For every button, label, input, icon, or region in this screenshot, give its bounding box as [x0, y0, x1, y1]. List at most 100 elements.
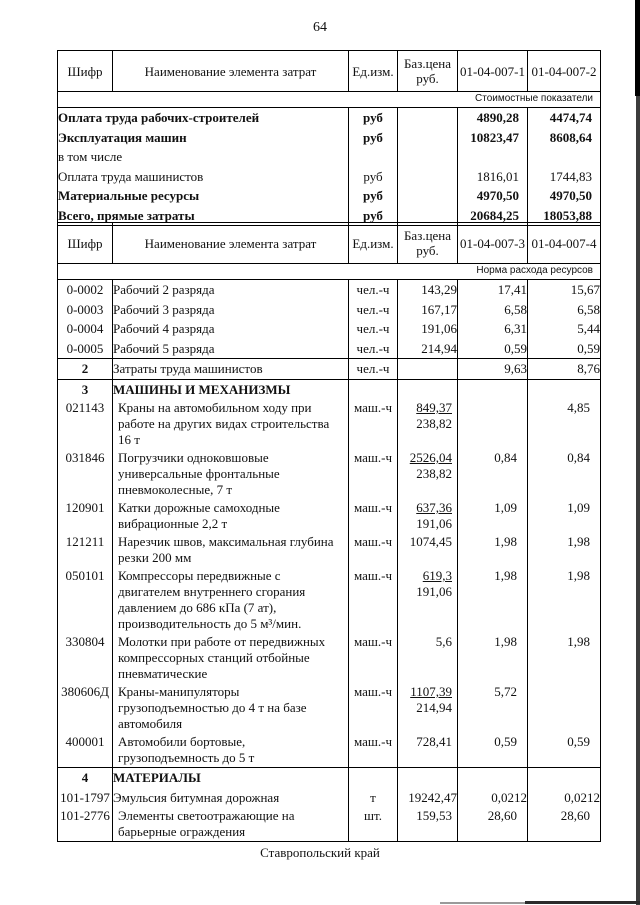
value-cell-2: 6,58: [527, 299, 601, 319]
value-cell-1: 0,59: [457, 733, 528, 768]
base-price-cell: [397, 767, 458, 788]
table-row: Оплата труда машинистов руб 1816,01 1744,83: [58, 166, 601, 186]
value-cell-1: 1,98: [457, 633, 528, 683]
base-price-cell: [397, 166, 458, 186]
value-cell-1: 9,63: [457, 358, 528, 379]
base-price-cell: 19242,47: [397, 787, 458, 807]
header-cell-2: Ед.изм.: [348, 50, 398, 92]
value-cell-1: [457, 147, 528, 167]
value-cell-2: 1,98: [527, 633, 601, 683]
code-cell: 4: [57, 767, 113, 788]
name-cell: Рабочий 3 разряда: [112, 299, 349, 319]
table-row: 4 МАТЕРИАЛЫ: [57, 767, 601, 788]
table-header-row: Шифр Наименование элемента затрат Ед.изм. Б…: [57, 222, 601, 264]
table-row: 0-0003 Рабочий 3 разряда чел.-ч 167,17 6,58 6…: [58, 299, 601, 319]
unit-cell: маш.-ч: [348, 633, 398, 683]
base-price-cell: 619,3 191,06: [397, 567, 458, 633]
base-price-cell: 143,29: [397, 279, 458, 300]
table-row: 3 МАШИНЫ И МЕХАНИЗМЫ: [57, 378, 601, 399]
name-cell: Затраты труда машинистов: [112, 358, 349, 379]
unit-cell: руб: [348, 205, 398, 226]
unit-cell: [348, 378, 398, 399]
base-price-numerator: 2526,04: [409, 450, 452, 465]
value-cell-2: 28,60: [527, 807, 601, 842]
table-row: 021143 Краны на автомобильном ходу при ра…: [58, 399, 601, 449]
cost-indicators-table: Шифр Наименование элемента затрат Ед.изм. Б…: [57, 50, 601, 226]
value-cell-2: [527, 683, 601, 733]
table-row: 121211 Нарезчик швов, максимальная глубин…: [58, 533, 601, 567]
name-cell: Элементы светоотражающие на барьерные ог…: [112, 807, 349, 842]
base-price-cell: 1107,39 214,94: [397, 683, 458, 733]
resource-consumption-table: Шифр Наименование элемента затрат Ед.изм. Б…: [57, 222, 601, 842]
value-cell-2: [527, 767, 601, 788]
base-price-cell: 1074,45: [397, 533, 458, 567]
unit-cell: маш.-ч: [348, 533, 398, 567]
name-cell: Оплата труда машинистов: [58, 168, 204, 184]
header-cell-4: 01-04-007-3: [457, 222, 528, 264]
table-row: 0-0002 Рабочий 2 разряда чел.-ч 143,29 17,41…: [58, 279, 601, 300]
table-row: Материальные ресурсы руб 4970,50 4970,50: [58, 186, 601, 206]
base-price-cell: [397, 358, 458, 379]
unit-cell: маш.-ч: [348, 449, 398, 499]
base-price-denominator: 191,06: [416, 516, 452, 531]
name-cell: Погрузчики одноковшовые универсальные фр…: [112, 449, 349, 499]
base-price-cell: [397, 186, 458, 206]
value-cell-2: [527, 147, 601, 167]
unit-cell: шт.: [348, 807, 398, 842]
base-price-cell: 159,53: [397, 807, 458, 842]
value-cell-2: 8,76: [527, 358, 601, 379]
unit-cell: чел.-ч: [348, 338, 398, 359]
cost-indicators-table-body: Шифр Наименование элемента затрат Ед.изм. Б…: [57, 50, 601, 226]
code-cell: 380606Д: [61, 684, 109, 699]
code-cell: 0-0003: [66, 301, 104, 317]
value-cell-1: [457, 767, 528, 788]
code-cell: 101-1797: [60, 789, 110, 805]
value-cell-2: 15,67: [527, 279, 601, 300]
table-header-row: Шифр Наименование элемента затрат Ед.изм. Б…: [57, 50, 601, 92]
table-row: 120901 Катки дорожные самоходные вибрацио…: [58, 499, 601, 533]
value-cell-1: 0,0212: [457, 787, 528, 807]
name-cell: Катки дорожные самоходные вибрационные 2…: [112, 499, 349, 533]
value-cell-2: 0,59: [527, 733, 601, 768]
unit-cell: руб: [348, 186, 398, 206]
header-cell-5: 01-04-007-4: [527, 222, 601, 264]
value-cell-1: 4970,50: [457, 186, 528, 206]
value-cell-1: 20684,25: [457, 205, 528, 226]
header-cell-2: Ед.изм.: [348, 222, 398, 264]
value-cell-1: 17,41: [457, 279, 528, 300]
table-row: 380606Д Краны-манипуляторы грузоподъемнос…: [58, 683, 601, 733]
base-price-cell: 637,36 191,06: [397, 499, 458, 533]
name-cell: Рабочий 2 разряда: [112, 279, 349, 300]
code-cell: 330804: [65, 634, 105, 649]
value-cell-2: 4970,50: [527, 186, 601, 206]
header-cell-3: Баз.цена руб.: [397, 50, 458, 92]
value-cell-2: 1,98: [527, 533, 601, 567]
header-cell-4: 01-04-007-1: [457, 50, 528, 92]
unit-cell: руб: [348, 127, 398, 147]
section-band-label: Стоимостные показатели: [57, 91, 601, 108]
value-cell-1: 4890,28: [457, 107, 528, 128]
code-cell: 021143: [65, 400, 105, 415]
section-band-row: Стоимостные показатели: [57, 91, 601, 108]
base-price-denominator: 214,94: [416, 700, 452, 715]
base-price-cell: [397, 205, 458, 226]
code-cell: 2: [57, 358, 113, 379]
value-cell-1: 5,72: [457, 683, 528, 733]
name-cell: Компрессоры передвижные с двигателем вну…: [112, 567, 349, 633]
value-cell-1: [457, 378, 528, 399]
base-price-cell: 214,94: [397, 338, 458, 359]
table-row: 101-1797 Эмульсия битумная дорожная т 19242…: [58, 787, 601, 807]
scan-edge-right: [636, 0, 640, 905]
value-cell-1: 6,31: [457, 319, 528, 339]
unit-cell: [348, 147, 398, 167]
value-cell-1: 1,09: [457, 499, 528, 533]
base-price-numerator: 1107,39: [410, 684, 452, 699]
base-price-cell: [397, 127, 458, 147]
table-row: Эксплуатация машин руб 10823,47 8608,64: [58, 127, 601, 147]
base-price-numerator: 637,36: [416, 500, 452, 515]
table-row: 0-0005 Рабочий 5 разряда чел.-ч 214,94 0,59 0…: [58, 338, 601, 359]
base-price-numerator: 849,37: [416, 400, 452, 415]
value-cell-1: 6,58: [457, 299, 528, 319]
code-cell: 050101: [65, 568, 105, 583]
header-cell-0: Шифр: [57, 222, 113, 264]
